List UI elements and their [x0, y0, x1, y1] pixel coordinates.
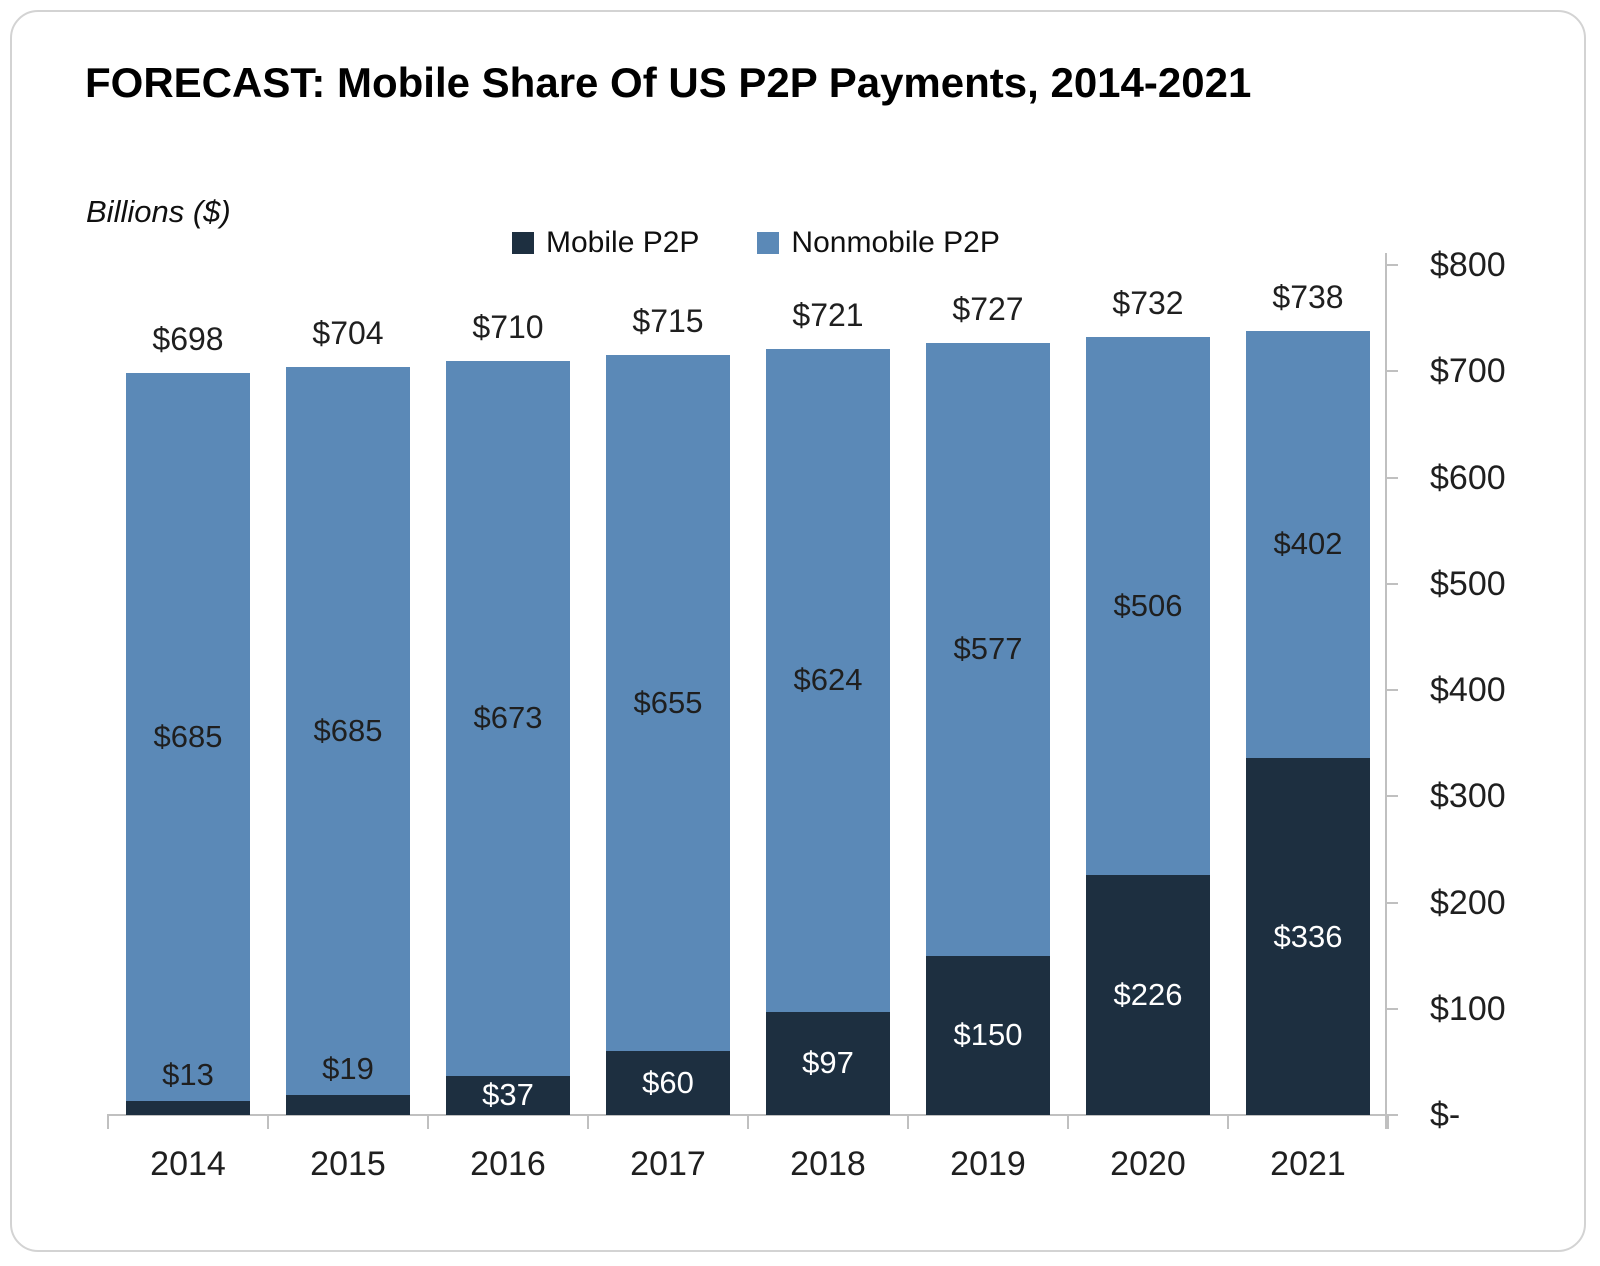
x-axis-tick — [907, 1114, 909, 1129]
y-axis-tick — [1385, 689, 1398, 691]
legend-label-mobile: Mobile P2P — [546, 226, 700, 259]
bar-total-label: $710 — [472, 308, 544, 345]
x-axis-category-label: 2014 — [150, 1145, 226, 1183]
x-axis-category-label: 2016 — [470, 1145, 546, 1183]
y-axis-tick — [1385, 264, 1398, 266]
bar-segment-nonmobile — [766, 348, 890, 1012]
x-axis-category-label: 2019 — [950, 1145, 1026, 1183]
x-axis-tick — [1387, 1114, 1389, 1129]
x-axis-tick — [1067, 1114, 1069, 1129]
bar-total-label: $727 — [952, 290, 1024, 327]
chart-subtitle: Billions ($) — [86, 194, 231, 229]
x-axis-tick — [267, 1114, 269, 1129]
bar-segment-nonmobile — [126, 373, 250, 1102]
y-axis-tick-label: $500 — [1430, 564, 1506, 603]
bar-nonmobile-label: $685 — [313, 712, 383, 748]
y-axis-tick — [1385, 795, 1398, 798]
x-axis-category-label: 2018 — [790, 1145, 866, 1183]
bar-segment-mobile — [926, 955, 1050, 1115]
y-axis-tick — [1385, 901, 1398, 904]
x-axis-category-label: 2015 — [310, 1145, 386, 1183]
chart-legend: Mobile P2P Nonmobile P2P — [512, 226, 1000, 260]
x-axis-tick — [107, 1114, 109, 1129]
x-axis-tick — [587, 1114, 589, 1129]
bar-nonmobile-label: $506 — [1113, 588, 1183, 624]
bar-total-label: $715 — [632, 303, 704, 340]
y-axis-tick-label: $100 — [1430, 989, 1506, 1028]
bar-segment-mobile — [1246, 758, 1370, 1115]
bar-mobile-label: $150 — [953, 1017, 1023, 1053]
bar-nonmobile-label: $402 — [1273, 526, 1343, 562]
bar-mobile-label: $37 — [482, 1077, 534, 1113]
bar-segment-nonmobile — [606, 355, 730, 1052]
legend-label-nonmobile: Nonmobile P2P — [791, 226, 1000, 259]
legend-item-mobile: Mobile P2P — [512, 226, 699, 260]
bar-segment-mobile — [606, 1051, 730, 1115]
bar-total-label: $721 — [792, 296, 864, 333]
x-axis-tick — [1227, 1114, 1229, 1129]
bar-nonmobile-label: $655 — [633, 685, 703, 721]
y-axis-tick-label: $600 — [1430, 458, 1506, 497]
legend-item-nonmobile: Nonmobile P2P — [757, 226, 1000, 260]
bar-mobile-label: $60 — [642, 1065, 694, 1101]
bar-total-label: $698 — [152, 321, 224, 358]
y-axis-tick — [1385, 1114, 1398, 1116]
bar-segment-mobile — [286, 1094, 410, 1115]
bar-total-label: $738 — [1272, 278, 1344, 315]
bar-mobile-label: $13 — [162, 1057, 214, 1093]
bar-mobile-label: $97 — [802, 1045, 854, 1081]
y-axis-tick-label: $700 — [1430, 352, 1506, 391]
y-axis-tick — [1385, 582, 1398, 585]
bar-segment-nonmobile — [286, 367, 410, 1095]
y-axis-line — [1385, 253, 1387, 1129]
bar-segment-nonmobile — [1246, 330, 1370, 758]
x-axis-category-label: 2021 — [1270, 1145, 1346, 1183]
bar-nonmobile-label: $685 — [153, 719, 223, 755]
y-axis-tick-label: $- — [1430, 1096, 1461, 1134]
bar-mobile-label: $336 — [1273, 918, 1343, 954]
y-axis-tick-label: $800 — [1430, 246, 1506, 284]
bar-nonmobile-label: $624 — [793, 662, 863, 698]
bar-mobile-label: $226 — [1113, 976, 1183, 1012]
x-axis-tick — [747, 1114, 749, 1129]
bar-total-label: $732 — [1112, 285, 1184, 322]
chart-title: FORECAST: Mobile Share Of US P2P Payment… — [85, 59, 1252, 106]
bar-segment-mobile — [446, 1075, 570, 1115]
y-axis-tick — [1385, 476, 1398, 479]
x-axis-tick — [427, 1114, 429, 1129]
y-axis-tick — [1385, 1007, 1398, 1010]
y-axis-tick-label: $200 — [1430, 883, 1506, 922]
bar-mobile-label: $19 — [322, 1050, 374, 1086]
x-axis-category-label: 2017 — [630, 1145, 706, 1183]
bar-segment-nonmobile — [1086, 337, 1210, 875]
legend-swatch-nonmobile-icon — [757, 232, 780, 254]
bar-segment-mobile — [1086, 874, 1210, 1115]
bar-nonmobile-label: $673 — [473, 700, 543, 736]
y-axis-tick — [1385, 370, 1398, 373]
y-axis-tick-label: $300 — [1430, 777, 1506, 816]
x-axis-category-label: 2020 — [1110, 1145, 1186, 1183]
bar-segment-nonmobile — [446, 360, 570, 1076]
bar-nonmobile-label: $577 — [953, 631, 1023, 667]
bar-total-label: $704 — [312, 315, 384, 351]
y-axis-tick-label: $400 — [1430, 671, 1506, 709]
legend-swatch-mobile-icon — [512, 232, 534, 254]
bar-segment-mobile — [766, 1011, 890, 1115]
bar-segment-nonmobile — [926, 342, 1050, 956]
bar-segment-mobile — [126, 1101, 250, 1115]
